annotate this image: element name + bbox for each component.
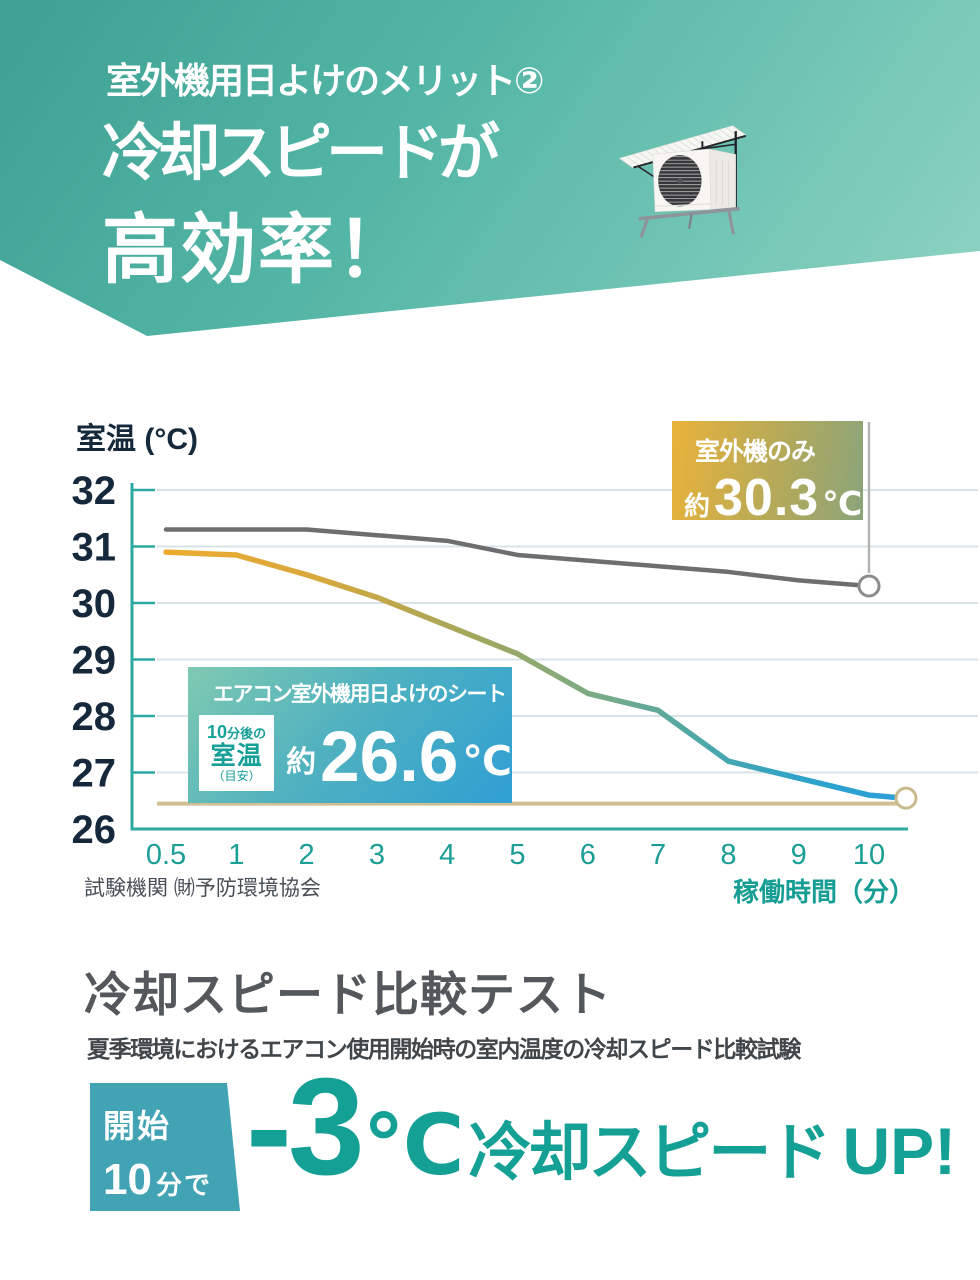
card-top-num: 10 bbox=[207, 721, 228, 742]
tick-labels: 32 31 30 29 28 27 26 0.5 1 2 3 4 5 6 7 8 9 10 bbox=[72, 469, 886, 871]
header-title-line1: 冷却スピードが bbox=[102, 119, 500, 188]
y-tick-label: 31 bbox=[72, 526, 117, 570]
callout-sunshade-sheet: エアコン室外機用日よけのシート 10分後の 室温 （目安） 約 26.6 ℃ bbox=[188, 667, 512, 803]
x-tick-label: 8 bbox=[720, 839, 736, 871]
corrugation-line bbox=[725, 127, 740, 138]
y-tick-label: 29 bbox=[72, 639, 117, 683]
corrugation-line bbox=[732, 125, 747, 136]
axes bbox=[130, 483, 908, 831]
badge-number: 10 bbox=[103, 1155, 152, 1204]
x-tick-label: 2 bbox=[299, 839, 315, 871]
card-top-text: 分後の bbox=[227, 725, 267, 741]
corrugation-line bbox=[692, 136, 707, 147]
badge-suffix: 分で bbox=[155, 1170, 212, 1200]
endpoint-sunshade bbox=[894, 786, 918, 810]
ac-unit-body bbox=[652, 148, 736, 213]
after-10min-card: 10分後の 室温 （目安） bbox=[199, 715, 275, 791]
outdoor-ac-unit-photo bbox=[618, 125, 747, 238]
temperature-unit: ℃ bbox=[822, 485, 863, 522]
x-tick-label: 1 bbox=[228, 839, 244, 871]
y-axis-title: 室温 (°C) bbox=[76, 423, 198, 456]
y-tick-label: 27 bbox=[72, 752, 117, 796]
header-title-line2: 高効率！ bbox=[102, 208, 414, 293]
corrugation-line bbox=[679, 140, 693, 151]
comparison-test-heading: 冷却スピード比較テスト bbox=[84, 968, 612, 1021]
stand-leg-right bbox=[727, 209, 735, 235]
endpoint-outdoor-only bbox=[857, 574, 881, 598]
x-tick-label: 3 bbox=[369, 839, 385, 871]
corrugation-line bbox=[639, 152, 653, 163]
test-organization-note: 試験機関 ㈶予防環境協会 bbox=[84, 877, 321, 900]
x-tick-label: 5 bbox=[509, 839, 525, 871]
panel-seam bbox=[655, 203, 711, 207]
temperature-value: 30.3 bbox=[714, 469, 820, 527]
badge-line2: 10 分で bbox=[103, 1155, 240, 1205]
shade-crossbar bbox=[702, 143, 736, 150]
x-tick-label: 6 bbox=[580, 839, 596, 871]
corrugation-line bbox=[685, 138, 700, 149]
corrugation-line bbox=[719, 129, 733, 140]
data-series bbox=[157, 422, 918, 810]
corrugation-line bbox=[672, 142, 687, 153]
card-top-line: 10分後の bbox=[199, 721, 274, 743]
callout-sunshade-label: エアコン室外機用日よけのシート bbox=[213, 683, 507, 706]
x-axis-title: 稼働時間（分） bbox=[732, 877, 915, 907]
result-suffix: UP! bbox=[842, 1114, 957, 1188]
y-tick-label: 26 bbox=[72, 808, 117, 852]
x-tick-label: 0.5 bbox=[146, 839, 186, 871]
temperature-value: 26.6 bbox=[320, 717, 459, 797]
result-text: 冷却スピード bbox=[468, 1118, 831, 1188]
series-outdoor-only-line bbox=[163, 527, 872, 589]
result-unit: ℃ bbox=[362, 1098, 465, 1192]
y-tick-label: 32 bbox=[72, 469, 117, 513]
approx-prefix: 約 bbox=[684, 491, 711, 521]
callout-outdoor-only-value-row: 約 30.3 ℃ bbox=[684, 468, 863, 528]
callout-outdoor-only: 室外機のみ 約 30.3 ℃ bbox=[672, 421, 863, 527]
shade-corrugation bbox=[619, 125, 747, 168]
result-statement: -3 ℃ 冷却スピード UP! bbox=[246, 1058, 956, 1196]
stand-leg-left bbox=[639, 216, 650, 238]
sunshade-panel bbox=[618, 125, 747, 210]
corrugation-line bbox=[712, 131, 727, 142]
x-tick-label: 10 bbox=[853, 839, 885, 871]
corrugation-line bbox=[699, 134, 713, 145]
callout-outdoor-only-label: 室外機のみ bbox=[695, 438, 816, 466]
corrugation-line bbox=[632, 154, 647, 165]
callout-sunshade-value-row: 10分後の 室温 （目安） 約 26.6 ℃ bbox=[199, 715, 512, 797]
header-subtitle: 室外機用日よけのメリット② bbox=[106, 60, 544, 101]
start-10min-badge: 開始 10 分で bbox=[90, 1083, 240, 1211]
series-sunshade-line bbox=[163, 549, 901, 801]
unit-stand bbox=[638, 206, 740, 238]
temperature-unit: ℃ bbox=[462, 738, 512, 784]
y-tick-label: 28 bbox=[72, 695, 117, 739]
corrugation-line bbox=[705, 133, 720, 143]
card-main-label: 室温 bbox=[210, 741, 263, 770]
x-tick-label: 4 bbox=[439, 839, 455, 871]
x-tick-label: 7 bbox=[650, 839, 666, 871]
corrugation-line bbox=[619, 157, 633, 168]
y-tick-label: 30 bbox=[72, 582, 117, 626]
x-tick-label: 9 bbox=[791, 839, 807, 871]
result-value: -3 bbox=[246, 1050, 365, 1204]
corrugation-line bbox=[625, 156, 640, 166]
card-note: （目安） bbox=[212, 769, 261, 784]
comparison-test-description: 夏季環境におけるエアコン使用開始時の室内温度の冷却スピード比較試験 bbox=[87, 1036, 801, 1062]
fan-hub bbox=[677, 178, 683, 184]
badge-line1: 開始 bbox=[103, 1108, 172, 1144]
stand-bar bbox=[638, 206, 740, 221]
stand-leg-mid bbox=[688, 213, 693, 229]
approx-prefix: 約 bbox=[286, 746, 317, 779]
